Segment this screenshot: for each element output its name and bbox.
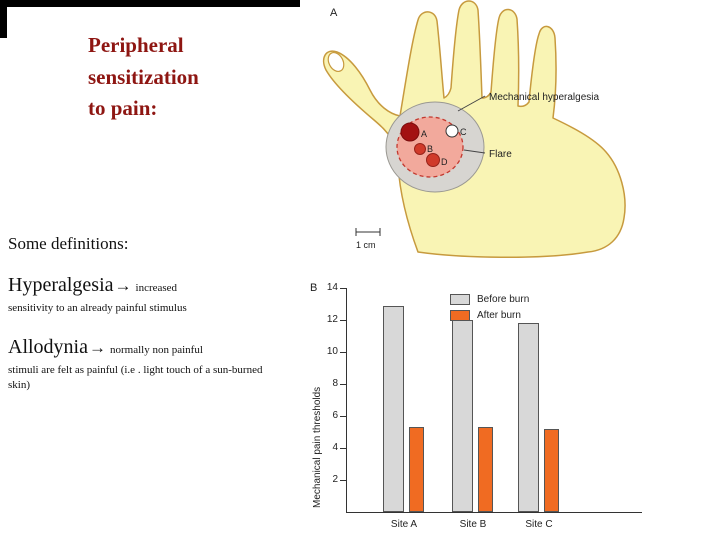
title-line-3: to pain: (88, 96, 158, 120)
y-tick-label: 10 (326, 346, 338, 357)
hyperalgesia-leader-line (457, 95, 486, 112)
x-category-label: Site A (390, 519, 418, 530)
y-tick-label: 8 (332, 378, 338, 389)
zone-letter-d: D (441, 157, 448, 167)
bar-chart: B Mechanical pain thresholds Before burn… (300, 276, 665, 540)
thumbnail (327, 51, 345, 73)
y-tick (340, 320, 346, 321)
arrow-icon: → (114, 276, 132, 295)
definition-inline-note: normally non painful (110, 344, 203, 356)
definitions-heading: Some definitions: (8, 234, 129, 253)
bar-before-burn (518, 323, 539, 512)
panel-label-a: A (330, 7, 338, 19)
hand-figure: A A B C D Mechanical hyperalgesia Flare … (322, 0, 626, 258)
definition-hyperalgesia: Hyperalgesia→ increased sensitivity to an… (8, 274, 276, 316)
y-tick (340, 448, 346, 449)
y-tick-label: 4 (332, 442, 338, 453)
bar-after-burn (544, 428, 559, 512)
zone-letter-b: B (427, 144, 433, 154)
definition-inline-note: increased (135, 282, 178, 294)
spot-c (445, 124, 459, 138)
arrow-icon: → (89, 338, 106, 357)
flare-label: Flare (489, 149, 512, 160)
scale-label: 1 cm (356, 240, 376, 250)
title-line-2: sensitization (88, 64, 199, 89)
x-category-label: Site C (525, 519, 553, 530)
x-axis-line (346, 512, 642, 513)
definition-detail: sensitivity to an already painful stimul… (8, 302, 187, 314)
bar-after-burn (478, 427, 493, 512)
y-tick-label: 14 (326, 282, 338, 293)
y-axis-line (346, 288, 347, 512)
x-category-label: Site B (459, 519, 487, 530)
y-tick (340, 352, 346, 353)
y-tick-label: 12 (326, 314, 338, 325)
y-tick (340, 416, 346, 417)
bar-before-burn (452, 320, 473, 512)
legend-swatch-before (450, 294, 470, 305)
injury-spot-b (414, 143, 426, 155)
legend-item-before: Before burn (450, 294, 529, 305)
zone-letter-c: C (460, 127, 467, 137)
definition-term: Hyperalgesia (8, 274, 114, 296)
y-tick (340, 384, 346, 385)
y-tick (340, 288, 346, 289)
definition-detail: stimuli are felt as painful (i.e . light… (8, 364, 263, 391)
definition-allodynia: Allodynia→ normally non painful stimuli a… (8, 336, 276, 393)
panel-label-b: B (310, 282, 318, 294)
scale-bar (355, 228, 381, 236)
injury-spot-a (400, 122, 420, 142)
page-title: Peripheral sensitization to pain: (88, 30, 278, 125)
bar-after-burn (409, 427, 424, 512)
flare-leader-line (463, 149, 486, 154)
legend-label-before: Before burn (477, 294, 530, 305)
y-tick-label: 6 (332, 410, 338, 421)
injury-spot-d (426, 153, 440, 167)
zone-letter-a: A (421, 129, 427, 139)
legend-label-after: After burn (477, 310, 521, 321)
y-tick-label: 2 (332, 474, 338, 485)
y-tick (340, 480, 346, 481)
bar-before-burn (383, 305, 404, 512)
title-line-1: Peripheral (88, 33, 184, 57)
hyperalgesia-label: Mechanical hyperalgesia (489, 92, 600, 103)
definition-term: Allodynia (8, 336, 88, 358)
slide-border-top (0, 0, 300, 7)
slide-border-left (0, 0, 7, 38)
